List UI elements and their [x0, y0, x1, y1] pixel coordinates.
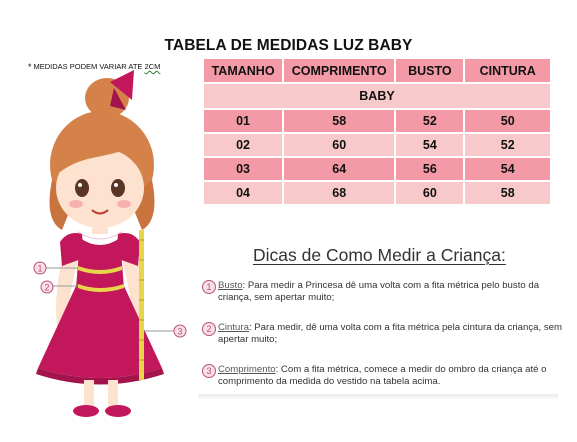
table-row: 03 64 56 54 [201, 156, 552, 182]
cell-waist: 50 [463, 108, 552, 134]
tips-title: Dicas de Como Medir a Criança: [253, 245, 506, 265]
table-row: 04 68 60 58 [201, 180, 552, 206]
cell-length: 64 [282, 156, 397, 182]
table-row: 02 60 54 52 [201, 132, 552, 158]
tip-text: Busto: Para medir a Princesa dê uma volt… [218, 280, 562, 304]
dress-graphic [36, 233, 164, 385]
tip-term: Comprimento [218, 364, 276, 375]
cell-length: 58 [282, 108, 397, 134]
header-busto: BUSTO [394, 57, 466, 84]
marker-waist: 2 [40, 280, 54, 294]
tip-text: Cintura: Para medir, dê uma volta com a … [218, 322, 562, 346]
header-tamanho: TAMANHO [201, 57, 285, 84]
right-arm-graphic [122, 250, 144, 332]
measurement-note: * MEDIDAS PODEM VARIAR ATE 2CM [28, 62, 160, 72]
table-header-row: TAMANHO COMPRIMENTO BUSTO CINTURA [201, 57, 552, 84]
tip-term: Busto [218, 280, 243, 291]
left-arm-graphic [56, 250, 78, 332]
cell-bust: 56 [394, 156, 466, 182]
tip-description: : Para medir a Princesa dê uma volta com… [218, 280, 540, 303]
tip-number: 3 [202, 364, 216, 378]
marker-waist-label: 2 [44, 283, 49, 293]
tip-term: Cintura [218, 322, 249, 333]
header-comprimento: COMPRIMENTO [282, 57, 397, 84]
cell-waist: 54 [463, 156, 552, 182]
header-cintura: CINTURA [463, 57, 552, 84]
group-label: BABY [202, 82, 552, 110]
tip-number: 2 [202, 322, 216, 336]
marker-length-label: 3 [177, 327, 182, 337]
cell-bust: 54 [394, 132, 466, 158]
cell-bust: 60 [394, 180, 466, 206]
marker-length: 3 [173, 324, 187, 338]
face-graphic [56, 142, 144, 228]
left-leg-graphic [84, 380, 94, 408]
marker-bust-label: 1 [37, 264, 42, 274]
tips-shadow [198, 394, 558, 400]
marker-bust: 1 [33, 261, 47, 275]
right-shoe-graphic [105, 405, 131, 417]
note-asterisk: * [28, 62, 32, 72]
cell-size: 01 [201, 108, 285, 134]
tip-description: : Para medir, dê uma volta com a fita mé… [218, 322, 562, 345]
measuring-tape-graphic [78, 230, 144, 380]
left-shoe-graphic [73, 405, 99, 417]
right-leg-graphic [108, 380, 118, 408]
cell-length: 68 [282, 180, 397, 206]
tip-text: Comprimento: Com a fita métrica, comece … [218, 364, 562, 388]
cell-size: 04 [201, 180, 285, 206]
girl-measurement-illustration: 1 2 3 [33, 70, 187, 417]
cell-bust: 52 [394, 108, 466, 134]
page-title: TABELA DE MEDIDAS LUZ BABY [164, 37, 413, 54]
cell-size: 02 [201, 132, 285, 158]
note-text: MEDIDAS PODEM VARIAR ATE [33, 62, 145, 71]
table-row: 01 58 52 50 [201, 108, 552, 134]
tip-number: 1 [202, 280, 216, 294]
size-table: TAMANHO COMPRIMENTO BUSTO CINTURA BABY 0… [201, 57, 552, 206]
table-group-row: BABY [202, 82, 552, 110]
cell-length: 60 [282, 132, 397, 158]
cell-waist: 58 [463, 180, 552, 206]
note-cm: 2CM [144, 62, 161, 71]
cell-size: 03 [201, 156, 285, 182]
bow-graphic [110, 70, 134, 110]
tip-description: : Com a fita métrica, comece a medir do … [218, 364, 547, 387]
cell-waist: 52 [463, 132, 552, 158]
